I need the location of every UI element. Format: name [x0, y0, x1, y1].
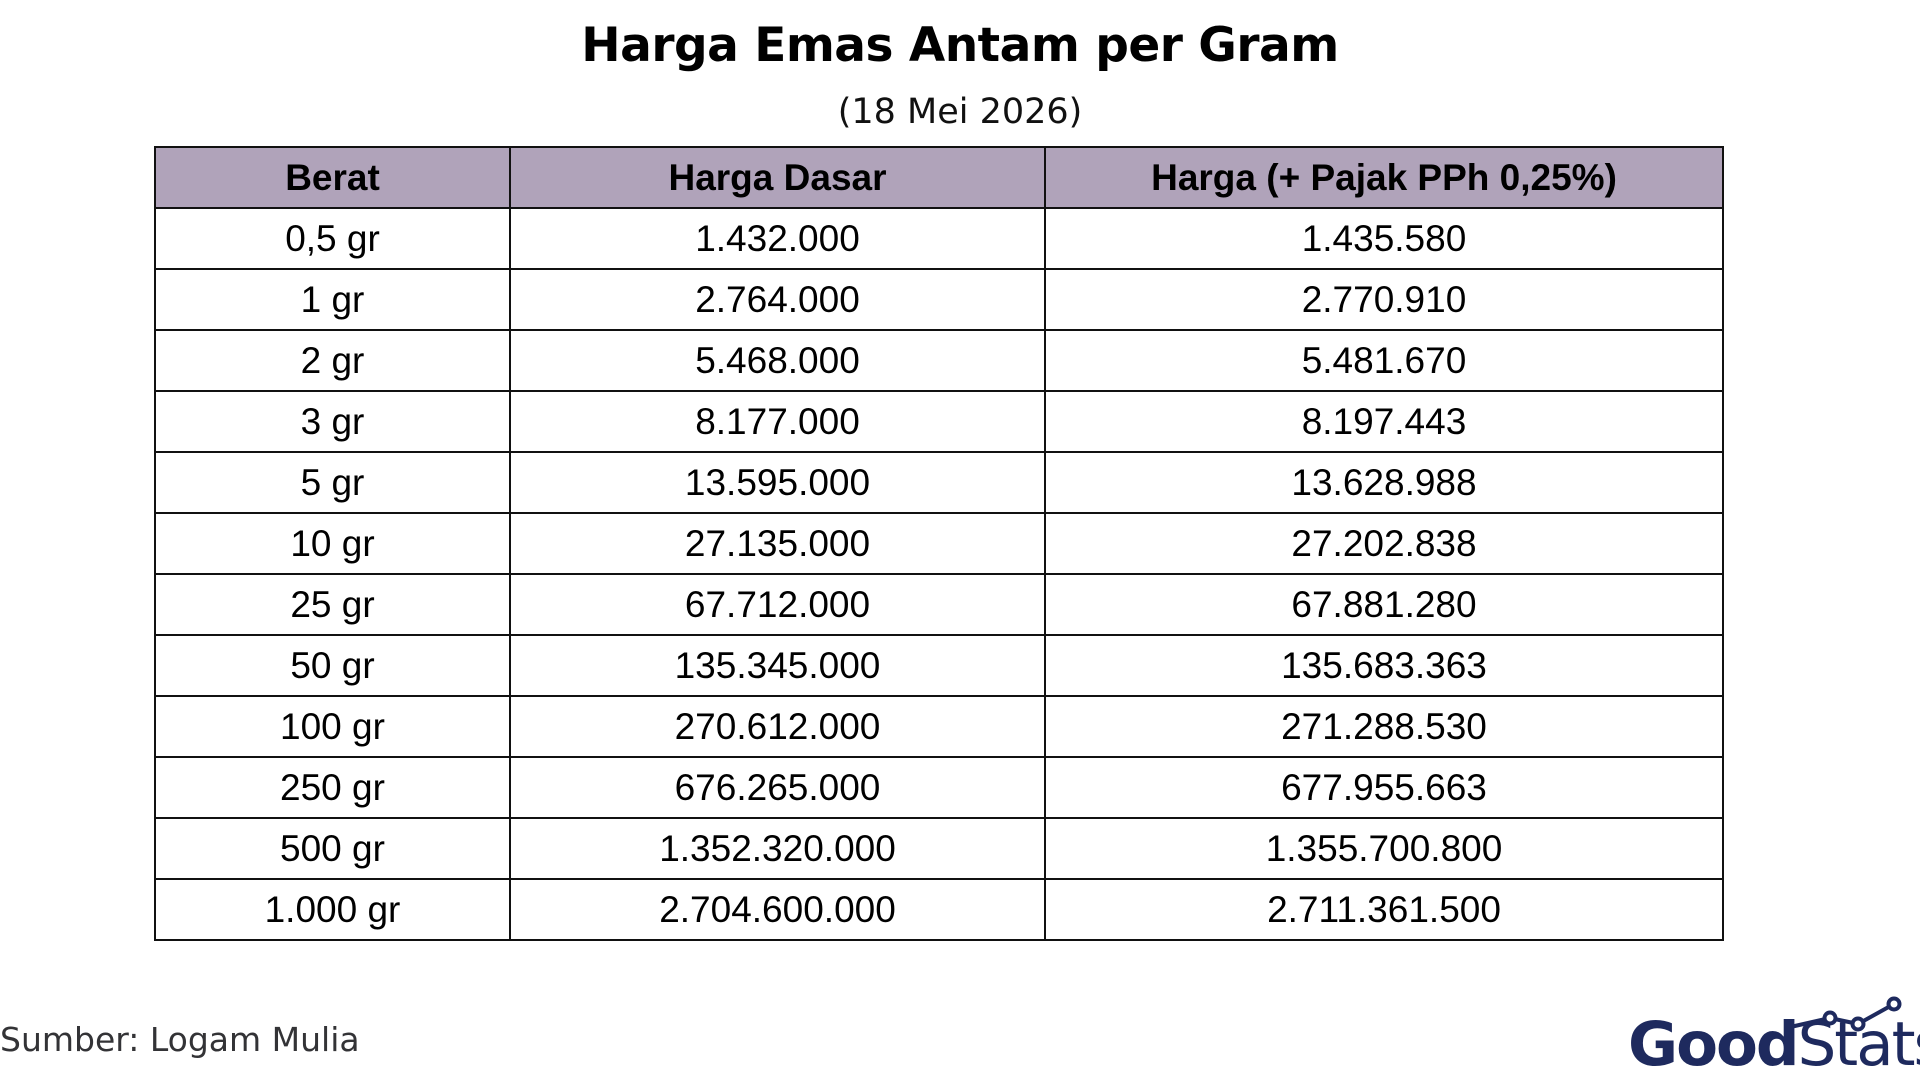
header-harga-dasar: Harga Dasar — [509, 146, 1046, 209]
cell-berat: 50 gr — [154, 634, 511, 697]
trend-line-icon — [1784, 996, 1902, 1032]
cell-berat: 3 gr — [154, 390, 511, 453]
cell-harga-dasar: 2.764.000 — [509, 268, 1046, 331]
cell-harga-dasar: 67.712.000 — [509, 573, 1046, 636]
cell-harga-pajak: 67.881.280 — [1044, 573, 1724, 636]
cell-harga-pajak: 135.683.363 — [1044, 634, 1724, 697]
cell-harga-pajak: 27.202.838 — [1044, 512, 1724, 575]
cell-harga-pajak: 13.628.988 — [1044, 451, 1724, 514]
table-row: 3 gr 8.177.000 8.197.443 — [154, 390, 1724, 453]
cell-harga-dasar: 13.595.000 — [509, 451, 1046, 514]
table-row: 1 gr 2.764.000 2.770.910 — [154, 268, 1724, 331]
table-row: 25 gr 67.712.000 67.881.280 — [154, 573, 1724, 636]
cell-harga-dasar: 1.352.320.000 — [509, 817, 1046, 880]
cell-harga-dasar: 27.135.000 — [509, 512, 1046, 575]
cell-harga-pajak: 5.481.670 — [1044, 329, 1724, 392]
cell-harga-dasar: 270.612.000 — [509, 695, 1046, 758]
cell-berat: 250 gr — [154, 756, 511, 819]
goodstats-logo: GoodStats — [1628, 996, 1920, 1080]
chart-title: Harga Emas Antam per Gram — [581, 18, 1339, 73]
table-row: 10 gr 27.135.000 27.202.838 — [154, 512, 1724, 575]
header-harga-pajak: Harga (+ Pajak PPh 0,25%) — [1044, 146, 1724, 209]
table-row: 50 gr 135.345.000 135.683.363 — [154, 634, 1724, 697]
cell-berat: 10 gr — [154, 512, 511, 575]
cell-harga-dasar: 8.177.000 — [509, 390, 1046, 453]
cell-harga-pajak: 1.355.700.800 — [1044, 817, 1724, 880]
cell-harga-dasar: 676.265.000 — [509, 756, 1046, 819]
cell-harga-pajak: 677.955.663 — [1044, 756, 1724, 819]
table-row: 5 gr 13.595.000 13.628.988 — [154, 451, 1724, 514]
table-body: 0,5 gr 1.432.000 1.435.580 1 gr 2.764.000 2.7… — [154, 207, 1724, 941]
table-row: 2 gr 5.468.000 5.481.670 — [154, 329, 1724, 392]
header-berat: Berat — [154, 146, 511, 209]
cell-harga-dasar: 1.432.000 — [509, 207, 1046, 270]
cell-berat: 500 gr — [154, 817, 511, 880]
cell-harga-dasar: 135.345.000 — [509, 634, 1046, 697]
cell-harga-pajak: 8.197.443 — [1044, 390, 1724, 453]
cell-berat: 1.000 gr — [154, 878, 511, 941]
brand-good: Good — [1628, 1009, 1800, 1080]
chart-subtitle: (18 Mei 2026) — [837, 92, 1083, 132]
table-row: 0,5 gr 1.432.000 1.435.580 — [154, 207, 1724, 270]
cell-harga-dasar: 2.704.600.000 — [509, 878, 1046, 941]
cell-harga-dasar: 5.468.000 — [509, 329, 1046, 392]
cell-berat: 2 gr — [154, 329, 511, 392]
cell-berat: 100 gr — [154, 695, 511, 758]
brand-wordmark: GoodStats — [1628, 1010, 1920, 1080]
cell-harga-pajak: 2.770.910 — [1044, 268, 1724, 331]
cell-berat: 5 gr — [154, 451, 511, 514]
source-note: Sumber: Logam Mulia — [0, 1020, 360, 1059]
gold-price-table: Berat Harga Dasar Harga (+ Pajak PPh 0,2… — [154, 146, 1724, 941]
cell-harga-pajak: 1.435.580 — [1044, 207, 1724, 270]
table-row: 250 gr 676.265.000 677.955.663 — [154, 756, 1724, 819]
cell-berat: 1 gr — [154, 268, 511, 331]
cell-berat: 25 gr — [154, 573, 511, 636]
table-row: 1.000 gr 2.704.600.000 2.711.361.500 — [154, 878, 1724, 941]
cell-harga-pajak: 271.288.530 — [1044, 695, 1724, 758]
cell-harga-pajak: 2.711.361.500 — [1044, 878, 1724, 941]
cell-berat: 0,5 gr — [154, 207, 511, 270]
brand-stats: Stats — [1797, 1009, 1920, 1080]
table-row: 500 gr 1.352.320.000 1.355.700.800 — [154, 817, 1724, 880]
table-header-row: Berat Harga Dasar Harga (+ Pajak PPh 0,2… — [154, 146, 1724, 209]
table-row: 100 gr 270.612.000 271.288.530 — [154, 695, 1724, 758]
